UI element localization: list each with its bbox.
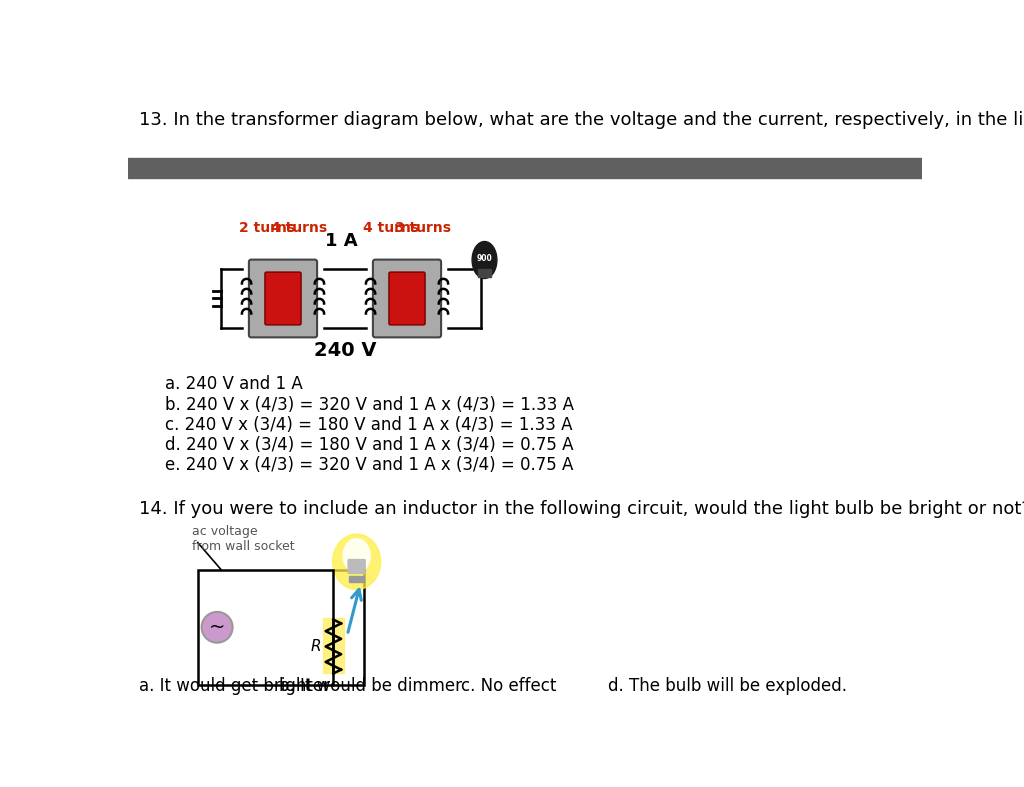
Ellipse shape <box>343 539 371 573</box>
Text: 1 A: 1 A <box>325 232 357 250</box>
Text: b. 240 V x (4/3) = 320 V and 1 A x (4/3) = 1.33 A: b. 240 V x (4/3) = 320 V and 1 A x (4/3)… <box>165 396 574 413</box>
FancyArrowPatch shape <box>348 589 361 632</box>
Text: R: R <box>310 639 321 654</box>
FancyBboxPatch shape <box>265 272 301 325</box>
Text: a. 240 V and 1 A: a. 240 V and 1 A <box>165 375 303 394</box>
FancyBboxPatch shape <box>373 260 441 338</box>
FancyBboxPatch shape <box>249 260 317 338</box>
Text: 13. In the transformer diagram below, what are the voltage and the current, resp: 13. In the transformer diagram below, wh… <box>139 112 1024 129</box>
Ellipse shape <box>333 534 381 589</box>
Bar <box>349 575 365 582</box>
Ellipse shape <box>472 242 497 279</box>
Text: ~: ~ <box>209 618 225 637</box>
Text: b. It would be dimmer: b. It would be dimmer <box>280 678 462 696</box>
FancyBboxPatch shape <box>348 560 366 574</box>
Bar <box>478 269 490 277</box>
Text: 14. If you were to include an inductor in the following circuit, would the light: 14. If you were to include an inductor i… <box>139 501 1024 518</box>
Text: 3 turns: 3 turns <box>395 221 452 235</box>
Text: 4 turns: 4 turns <box>362 221 419 235</box>
Bar <box>198 570 365 685</box>
Text: 900: 900 <box>476 254 493 263</box>
Text: ac voltage
from wall socket: ac voltage from wall socket <box>191 525 294 553</box>
Text: c. No effect: c. No effect <box>461 678 557 696</box>
Bar <box>128 157 922 178</box>
Text: a. It would get brighter: a. It would get brighter <box>139 678 330 696</box>
Text: 240 V: 240 V <box>313 341 376 360</box>
FancyBboxPatch shape <box>389 272 425 325</box>
Bar <box>323 618 344 674</box>
Text: c. 240 V x (3/4) = 180 V and 1 A x (4/3) = 1.33 A: c. 240 V x (3/4) = 180 V and 1 A x (4/3)… <box>165 416 572 434</box>
Text: d. 240 V x (3/4) = 180 V and 1 A x (3/4) = 0.75 A: d. 240 V x (3/4) = 180 V and 1 A x (3/4)… <box>165 435 573 453</box>
Text: e. 240 V x (4/3) = 320 V and 1 A x (3/4) = 0.75 A: e. 240 V x (4/3) = 320 V and 1 A x (3/4)… <box>165 456 573 474</box>
Text: d. The bulb will be exploded.: d. The bulb will be exploded. <box>608 678 848 696</box>
Text: 2 turns: 2 turns <box>239 221 295 235</box>
Text: 4 turns: 4 turns <box>271 221 328 235</box>
Circle shape <box>202 611 232 643</box>
